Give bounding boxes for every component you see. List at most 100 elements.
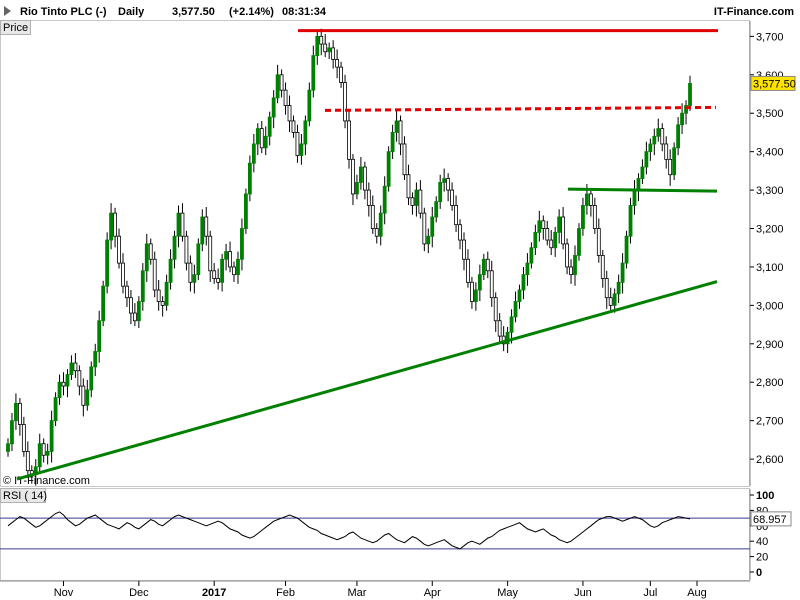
candle-body: [331, 47, 336, 60]
price-tick-label: 2,900: [756, 339, 784, 351]
candle-body: [97, 320, 102, 352]
candle-body: [644, 151, 649, 168]
price-panel-label: Price: [3, 22, 28, 34]
candle-body: [545, 228, 550, 241]
candle-body: [208, 235, 213, 272]
candle-body: [481, 258, 486, 276]
rsi-tick-label: 40: [756, 536, 768, 548]
candle-body: [398, 120, 403, 145]
candle-body: [525, 262, 530, 276]
price-tick-label: 3,700: [756, 31, 784, 43]
rsi-tick-label: 100: [756, 490, 774, 502]
candle-body: [497, 320, 502, 337]
candle-body: [418, 189, 423, 214]
candle-body: [152, 258, 157, 291]
candle-body: [382, 185, 387, 214]
candle-body: [569, 266, 573, 276]
candle-body: [49, 420, 54, 452]
time-tick-label: Dec: [129, 587, 149, 599]
candle-body: [323, 43, 328, 53]
candle-body: [125, 285, 129, 299]
candle-body: [247, 162, 252, 195]
candle-body: [676, 124, 681, 149]
candle-body: [585, 193, 589, 206]
candle-body: [204, 216, 209, 237]
candle-body: [263, 135, 268, 149]
candle-body: [41, 443, 46, 456]
candle-body: [224, 251, 228, 260]
candle-body: [537, 220, 542, 233]
candle-body: [335, 59, 340, 68]
candle-body: [656, 128, 661, 137]
candle-body: [454, 205, 458, 226]
candle-body: [442, 178, 447, 183]
rsi-panel-label: RSI ( 14): [3, 490, 47, 502]
price-tick-label: 3,100: [756, 262, 784, 274]
candle-body: [458, 224, 462, 241]
time-tick-label: Feb: [276, 587, 295, 599]
candle-body: [410, 197, 415, 206]
price-change: (+2.14%): [229, 6, 274, 18]
candle-body: [255, 128, 260, 145]
candle-body: [660, 128, 665, 145]
candle-body: [438, 182, 443, 203]
candle-body: [533, 231, 538, 249]
candle-body: [168, 258, 173, 283]
support-level-line: [567, 187, 718, 193]
candle-body: [513, 301, 518, 318]
candle-body: [10, 420, 14, 445]
price-tick-label: 3,200: [756, 224, 784, 236]
resistance-dashed-line: [324, 105, 717, 112]
price-axis: 2,600 2,700 2,800 2,900 3,000 3,100 3,200 3,300…: [749, 21, 784, 486]
candle-body: [577, 228, 581, 256]
candle-body: [470, 281, 474, 302]
candle-body: [160, 301, 165, 306]
header: Rio Tinto PLC (-) Daily 3,577.50 (+2.14%…: [4, 6, 794, 18]
candle-body: [184, 235, 189, 264]
candle-body: [600, 255, 605, 279]
candle-body: [358, 166, 363, 183]
candle-body: [553, 231, 558, 249]
candle-body: [57, 381, 62, 399]
candle-body: [315, 35, 320, 56]
candle-body: [275, 74, 280, 99]
price-tick-label: 3,300: [756, 185, 784, 197]
candle-body: [505, 331, 510, 345]
candle-body: [136, 301, 141, 322]
candle-body: [77, 370, 82, 387]
candle-body: [37, 443, 42, 468]
candle-body: [192, 274, 197, 283]
candle-body: [295, 132, 300, 156]
candle-body: [521, 274, 526, 291]
candle-body: [144, 243, 149, 272]
candle-body: [680, 112, 684, 126]
candle-body: [148, 243, 153, 260]
candle-body: [343, 82, 347, 122]
time-tick-label: Jun: [574, 587, 592, 599]
candle-body: [493, 297, 498, 322]
candle-body: [21, 424, 26, 452]
candle-body: [561, 216, 566, 245]
candle-body: [592, 205, 597, 229]
candle-body: [14, 402, 18, 422]
candle-body: [588, 193, 593, 206]
play-icon: [4, 6, 11, 16]
last-price-badge: [750, 75, 796, 91]
candle-body: [450, 189, 454, 206]
candle-body: [549, 239, 554, 249]
candle-body: [636, 178, 641, 191]
candle-body: [212, 270, 217, 279]
candle-body: [132, 312, 137, 322]
candle-body: [628, 205, 633, 237]
candle-body: [109, 212, 113, 241]
candle-body: [156, 289, 161, 302]
candle-body: [69, 362, 74, 375]
rsi-tick-label: 20: [756, 552, 768, 564]
candle-body: [291, 120, 296, 133]
time-tick-label: Apr: [424, 587, 441, 599]
rsi-panel-frame: [0, 488, 750, 581]
time-axis: Nov Dec 2017 Feb Mar Apr May Jun Jul Aug: [0, 580, 750, 599]
candle-body: [129, 297, 133, 314]
candle-body: [426, 235, 431, 245]
